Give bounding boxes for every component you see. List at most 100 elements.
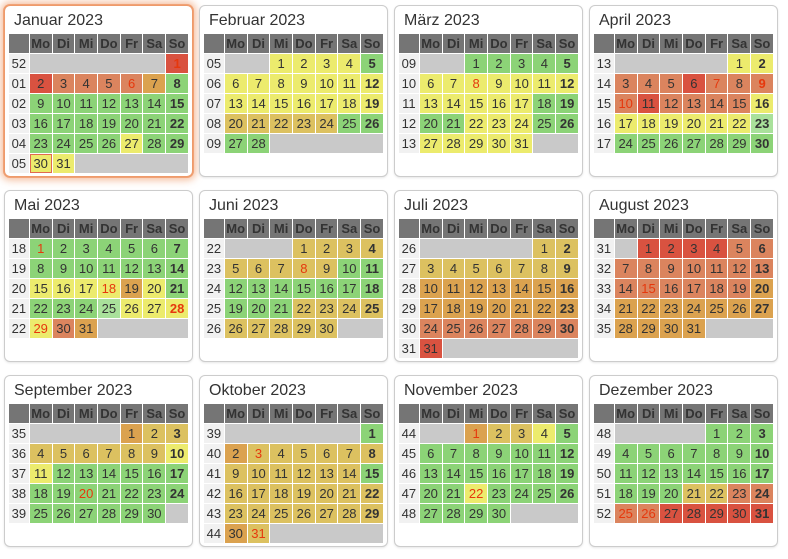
day-cell[interactable]: 1 bbox=[29, 239, 52, 258]
day-cell[interactable]: 4 bbox=[442, 259, 465, 278]
day-cell[interactable]: 5 bbox=[637, 444, 660, 463]
day-cell[interactable]: 14 bbox=[682, 464, 705, 483]
day-cell[interactable]: 30 bbox=[660, 319, 682, 338]
day-cell[interactable]: 13 bbox=[75, 464, 97, 483]
day-cell[interactable]: 8 bbox=[728, 74, 751, 93]
day-cell[interactable]: 14 bbox=[270, 279, 292, 298]
day-cell[interactable]: 28 bbox=[442, 504, 465, 523]
day-cell[interactable]: 10 bbox=[338, 259, 361, 278]
day-cell[interactable]: 20 bbox=[682, 114, 705, 133]
day-cell[interactable]: 1 bbox=[465, 424, 487, 443]
day-cell[interactable]: 11 bbox=[97, 259, 120, 278]
day-cell[interactable]: 28 bbox=[682, 504, 705, 523]
day-cell[interactable]: 6 bbox=[143, 239, 166, 258]
day-cell[interactable]: 2 bbox=[52, 239, 75, 258]
day-cell[interactable]: 10 bbox=[419, 279, 442, 298]
day-cell[interactable]: 4 bbox=[533, 54, 556, 73]
day-cell[interactable]: 2 bbox=[728, 424, 751, 443]
day-cell[interactable]: 7 bbox=[510, 259, 533, 278]
day-cell[interactable]: 26 bbox=[97, 134, 120, 153]
day-cell[interactable]: 1 bbox=[465, 54, 487, 73]
day-cell[interactable]: 5 bbox=[556, 54, 578, 73]
day-cell[interactable]: 2 bbox=[487, 424, 510, 443]
day-cell[interactable]: 5 bbox=[120, 239, 143, 258]
day-cell[interactable]: 14 bbox=[442, 94, 465, 113]
day-cell[interactable]: 5 bbox=[292, 444, 315, 463]
day-cell[interactable]: 22 bbox=[270, 114, 292, 133]
day-cell[interactable]: 23 bbox=[556, 299, 578, 318]
day-cell[interactable]: 8 bbox=[292, 259, 315, 278]
day-cell[interactable]: 3 bbox=[315, 54, 338, 73]
day-cell[interactable]: 18 bbox=[705, 279, 728, 298]
day-cell[interactable]: 21 bbox=[97, 484, 120, 503]
day-cell[interactable]: 3 bbox=[682, 239, 705, 258]
day-cell[interactable]: 27 bbox=[247, 319, 270, 338]
day-cell[interactable]: 12 bbox=[120, 259, 143, 278]
day-cell[interactable]: 1 bbox=[705, 424, 728, 443]
day-cell[interactable]: 28 bbox=[247, 134, 270, 153]
day-cell[interactable]: 30 bbox=[52, 319, 75, 338]
day-cell[interactable]: 9 bbox=[487, 444, 510, 463]
day-cell[interactable]: 1 bbox=[120, 424, 143, 443]
day-cell[interactable]: 6 bbox=[419, 74, 442, 93]
day-cell[interactable]: 9 bbox=[29, 94, 52, 113]
day-cell[interactable]: 16 bbox=[143, 464, 166, 483]
day-cell[interactable]: 9 bbox=[292, 74, 315, 93]
day-cell[interactable]: 30 bbox=[728, 504, 751, 523]
day-cell[interactable]: 31 bbox=[75, 319, 97, 338]
day-cell[interactable]: 1 bbox=[292, 239, 315, 258]
day-cell[interactable]: 7 bbox=[247, 74, 270, 93]
day-cell[interactable]: 6 bbox=[224, 74, 247, 93]
day-cell[interactable]: 4 bbox=[97, 239, 120, 258]
day-cell[interactable]: 16 bbox=[728, 464, 751, 483]
day-cell[interactable]: 24 bbox=[614, 134, 637, 153]
day-cell[interactable]: 16 bbox=[487, 94, 510, 113]
day-cell[interactable]: 17 bbox=[166, 464, 188, 483]
day-cell[interactable]: 27 bbox=[487, 319, 510, 338]
day-cell[interactable]: 25 bbox=[442, 319, 465, 338]
day-cell[interactable]: 17 bbox=[419, 299, 442, 318]
day-cell[interactable]: 8 bbox=[637, 259, 660, 278]
day-cell[interactable]: 11 bbox=[442, 279, 465, 298]
day-cell[interactable]: 14 bbox=[247, 94, 270, 113]
day-cell[interactable]: 16 bbox=[315, 279, 338, 298]
day-cell[interactable]: 4 bbox=[533, 424, 556, 443]
day-cell[interactable]: 3 bbox=[419, 259, 442, 278]
day-cell[interactable]: 16 bbox=[224, 484, 247, 503]
day-cell[interactable]: 1 bbox=[270, 54, 292, 73]
day-cell[interactable]: 13 bbox=[419, 94, 442, 113]
day-cell[interactable]: 28 bbox=[614, 319, 637, 338]
day-cell[interactable]: 24 bbox=[510, 484, 533, 503]
day-cell[interactable]: 9 bbox=[660, 259, 682, 278]
day-cell[interactable]: 13 bbox=[224, 94, 247, 113]
day-cell[interactable]: 26 bbox=[52, 504, 75, 523]
day-cell[interactable]: 17 bbox=[338, 279, 361, 298]
day-cell[interactable]: 30 bbox=[224, 524, 247, 543]
day-cell[interactable]: 14 bbox=[705, 94, 728, 113]
day-cell[interactable]: 22 bbox=[465, 114, 487, 133]
day-cell[interactable]: 26 bbox=[361, 114, 383, 133]
day-cell[interactable]: 14 bbox=[143, 94, 166, 113]
day-cell[interactable]: 21 bbox=[270, 299, 292, 318]
day-cell[interactable]: 18 bbox=[361, 279, 383, 298]
day-cell[interactable]: 3 bbox=[510, 54, 533, 73]
day-cell[interactable]: 23 bbox=[487, 484, 510, 503]
day-cell[interactable]: 15 bbox=[292, 279, 315, 298]
day-cell[interactable]: 26 bbox=[660, 134, 682, 153]
day-cell[interactable]: 10 bbox=[52, 94, 75, 113]
day-cell[interactable]: 3 bbox=[338, 239, 361, 258]
day-cell[interactable]: 25 bbox=[705, 299, 728, 318]
day-cell[interactable]: 18 bbox=[338, 94, 361, 113]
day-cell[interactable]: 22 bbox=[465, 484, 487, 503]
day-cell[interactable]: 15 bbox=[533, 279, 556, 298]
day-cell[interactable]: 17 bbox=[247, 484, 270, 503]
day-cell[interactable]: 18 bbox=[614, 484, 637, 503]
day-cell[interactable]: 31 bbox=[52, 154, 75, 173]
day-cell[interactable]: 24 bbox=[75, 299, 97, 318]
day-cell[interactable]: 30 bbox=[487, 504, 510, 523]
day-cell[interactable]: 22 bbox=[705, 484, 728, 503]
day-cell[interactable]: 8 bbox=[120, 444, 143, 463]
day-cell[interactable]: 8 bbox=[533, 259, 556, 278]
day-cell[interactable]: 19 bbox=[292, 484, 315, 503]
day-cell[interactable]: 12 bbox=[660, 94, 682, 113]
